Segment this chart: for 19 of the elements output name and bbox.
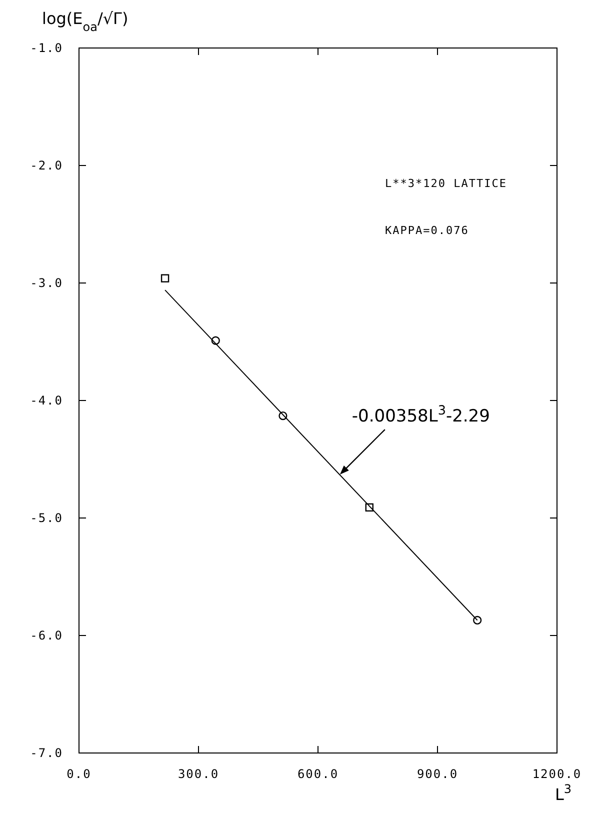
- y-axis-title: log(E$_{oa}$/√Γ): [42, 9, 128, 34]
- x-tick-label: 900.0: [416, 767, 458, 781]
- point: [160, 274, 170, 282]
- y-tick-label: -2.0: [30, 158, 63, 172]
- annotation: -0.00358L$^{3}$-2.29: [352, 403, 490, 427]
- annotation: L**3*120 LATTICE: [385, 177, 507, 190]
- y-tick-label: -6.0: [30, 628, 63, 642]
- x-tick-label: 600.0: [297, 767, 339, 781]
- y-tick-label: -5.0: [30, 511, 63, 525]
- y-tick-label: -7.0: [30, 746, 63, 760]
- point: [473, 616, 482, 625]
- x-axis-title: L$^{3}$: [555, 782, 572, 804]
- annotation: KAPPA=0.076: [385, 224, 469, 237]
- y-tick-label: -3.0: [30, 276, 63, 290]
- x-tick-label: 300.0: [178, 767, 220, 781]
- x-tick-label: 1200.0: [532, 767, 582, 781]
- y-tick-label: -1.0: [30, 41, 63, 55]
- x-tick-label: 0.0: [66, 767, 92, 781]
- y-tick-label: -4.0: [30, 394, 63, 408]
